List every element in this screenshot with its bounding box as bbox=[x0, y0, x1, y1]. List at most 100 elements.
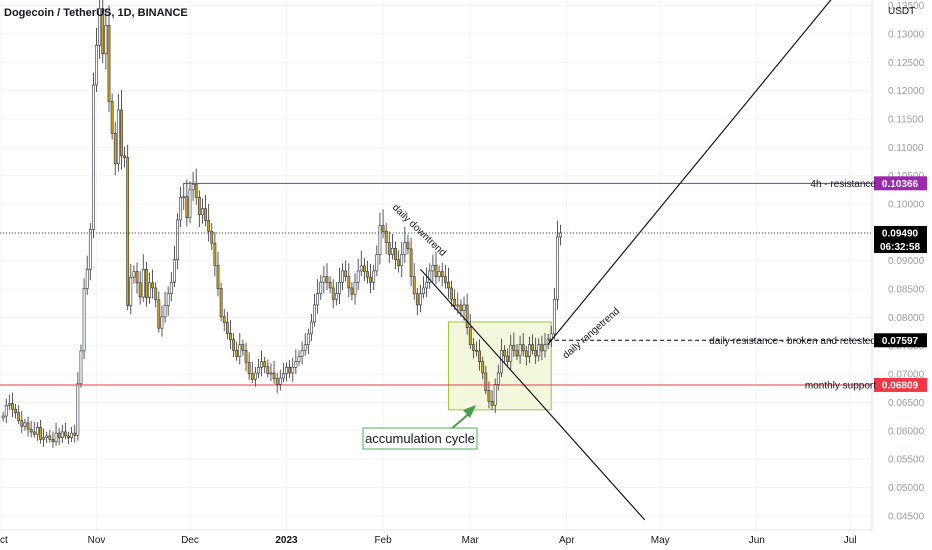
price-tick-label: 0.09000 bbox=[888, 256, 925, 267]
candle bbox=[160, 316, 164, 329]
candle bbox=[185, 196, 189, 218]
level-price-badge bbox=[874, 176, 927, 191]
candle bbox=[7, 403, 11, 406]
candle bbox=[98, 8, 102, 46]
price-tick-label: 0.12500 bbox=[888, 58, 925, 69]
candle bbox=[412, 276, 416, 294]
candle bbox=[260, 361, 263, 368]
candle bbox=[141, 268, 145, 298]
candle bbox=[163, 305, 167, 318]
candle bbox=[229, 333, 232, 340]
candle bbox=[269, 372, 273, 375]
candle bbox=[182, 196, 186, 198]
price-tick-label: 0.06500 bbox=[888, 398, 925, 409]
candle bbox=[344, 270, 348, 277]
candle bbox=[29, 428, 33, 433]
candle bbox=[60, 431, 64, 438]
candle bbox=[440, 271, 444, 277]
candle bbox=[48, 435, 52, 440]
candle bbox=[543, 344, 547, 352]
candle bbox=[490, 401, 494, 406]
candle bbox=[509, 344, 513, 362]
candle bbox=[310, 321, 313, 335]
candle bbox=[26, 422, 30, 430]
candle bbox=[275, 378, 279, 385]
candle bbox=[487, 390, 491, 402]
candle bbox=[443, 276, 447, 283]
candle bbox=[403, 242, 407, 255]
level-price-badge-text: 0.06809 bbox=[882, 380, 919, 391]
candle bbox=[176, 219, 179, 260]
candle bbox=[397, 259, 401, 267]
price-tick-label: 0.11500 bbox=[888, 115, 924, 126]
candle bbox=[316, 293, 320, 306]
countdown-text: 06:32:58 bbox=[880, 242, 920, 253]
price-tick-label: 0.08000 bbox=[888, 313, 925, 324]
candle bbox=[518, 344, 522, 357]
candle bbox=[282, 373, 285, 379]
candle bbox=[210, 230, 214, 244]
candle bbox=[191, 183, 195, 191]
candle bbox=[266, 366, 270, 374]
candle bbox=[194, 183, 198, 198]
candle bbox=[238, 344, 242, 357]
candle bbox=[359, 265, 363, 272]
price-tick-label: 0.06000 bbox=[888, 426, 925, 437]
candle bbox=[537, 344, 541, 357]
candle bbox=[70, 432, 74, 438]
horizontal-levels bbox=[0, 182, 872, 386]
candle bbox=[453, 298, 457, 306]
candle bbox=[481, 361, 485, 374]
candle bbox=[257, 367, 260, 374]
level-price-badge bbox=[874, 377, 927, 392]
price-tick-label: 0.13500 bbox=[888, 1, 925, 12]
candle bbox=[92, 84, 95, 230]
candle bbox=[428, 270, 432, 283]
candle bbox=[437, 271, 441, 277]
chart-title: Dogecoin / TetherUS, 1D, BINANCE bbox=[4, 7, 188, 19]
candle bbox=[11, 403, 14, 410]
candle bbox=[148, 282, 151, 298]
candle bbox=[135, 271, 139, 284]
candle bbox=[232, 339, 235, 351]
candle bbox=[384, 230, 388, 243]
candle bbox=[116, 109, 120, 165]
candle bbox=[369, 276, 372, 283]
candle bbox=[95, 45, 98, 86]
trendlines bbox=[419, 0, 832, 521]
accumulation-arrow-head bbox=[463, 405, 476, 418]
time-axis[interactable]: Oct Nov Dec 2023 Feb Mar Apr May Jun Jul bbox=[0, 535, 857, 546]
candle bbox=[288, 367, 292, 374]
candle bbox=[434, 264, 438, 277]
candle bbox=[45, 435, 49, 438]
candle bbox=[32, 431, 36, 435]
candle bbox=[179, 196, 183, 221]
level-price-badge-text: 0.07597 bbox=[882, 336, 919, 347]
candle bbox=[17, 412, 21, 421]
candle bbox=[132, 271, 136, 278]
candle bbox=[347, 276, 351, 289]
candle bbox=[331, 287, 335, 300]
candle bbox=[419, 293, 422, 306]
price-tick-label: 0.11000 bbox=[888, 143, 924, 154]
candle bbox=[549, 333, 553, 340]
candle bbox=[76, 383, 80, 436]
candle bbox=[123, 155, 126, 158]
candle bbox=[366, 271, 369, 278]
last-price-badge-text: 0.09490 bbox=[882, 228, 919, 239]
price-tick-label: 0.10000 bbox=[888, 200, 925, 211]
candle bbox=[375, 254, 379, 272]
candle bbox=[207, 220, 211, 232]
candle bbox=[350, 287, 354, 295]
candle bbox=[524, 350, 528, 357]
candle bbox=[42, 437, 45, 440]
candle bbox=[222, 316, 226, 323]
accumulation-box bbox=[447, 321, 552, 411]
annotation-4h-resistance: 4h - resistance bbox=[810, 179, 876, 190]
candle bbox=[459, 304, 463, 311]
candle bbox=[110, 101, 114, 134]
price-tick-label: 0.13000 bbox=[888, 30, 925, 41]
candle bbox=[559, 232, 562, 238]
candle bbox=[531, 344, 534, 351]
